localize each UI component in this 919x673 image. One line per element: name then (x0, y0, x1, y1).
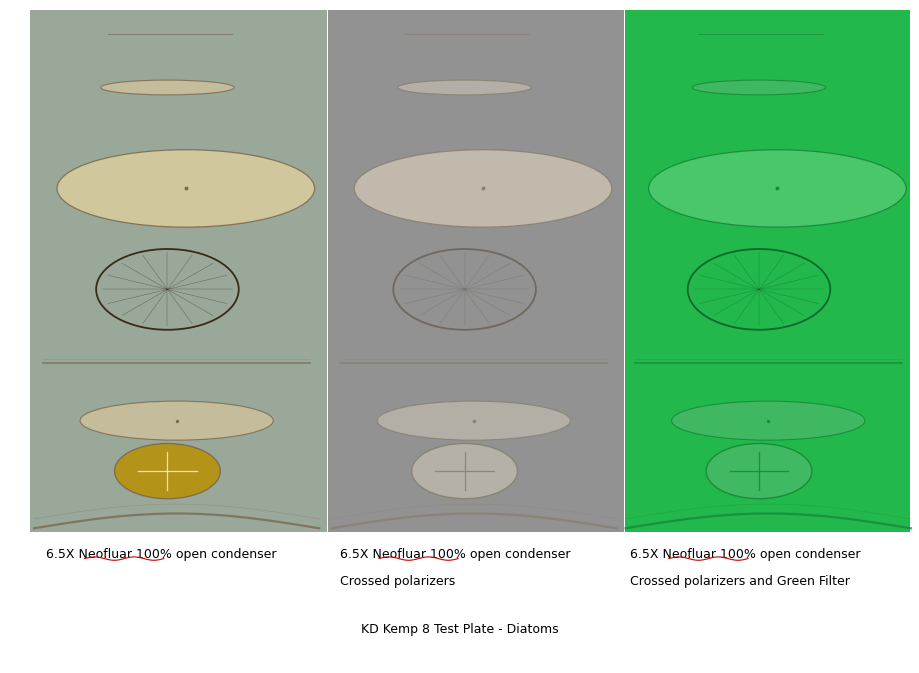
Text: Crossed polarizers: Crossed polarizers (340, 575, 455, 588)
Text: 6.5X Neofluar 100% open condenser: 6.5X Neofluar 100% open condenser (46, 548, 277, 561)
Ellipse shape (101, 80, 234, 95)
Bar (30, 10, 326, 532)
Ellipse shape (354, 149, 611, 227)
Bar (327, 10, 623, 532)
Ellipse shape (706, 444, 811, 499)
Text: 6.5X Neofluar 100% open condenser: 6.5X Neofluar 100% open condenser (630, 548, 860, 561)
Ellipse shape (80, 401, 273, 440)
Ellipse shape (671, 401, 864, 440)
Ellipse shape (377, 401, 570, 440)
Ellipse shape (692, 80, 825, 95)
Text: Crossed polarizers and Green Filter: Crossed polarizers and Green Filter (630, 575, 849, 588)
Ellipse shape (648, 149, 905, 227)
Ellipse shape (57, 149, 314, 227)
Ellipse shape (398, 80, 531, 95)
Bar (624, 10, 909, 532)
Ellipse shape (114, 444, 221, 499)
Text: 6.5X Neofluar 100% open condenser: 6.5X Neofluar 100% open condenser (340, 548, 571, 561)
Ellipse shape (412, 444, 517, 499)
Text: KD Kemp 8 Test Plate - Diatoms: KD Kemp 8 Test Plate - Diatoms (361, 623, 558, 635)
